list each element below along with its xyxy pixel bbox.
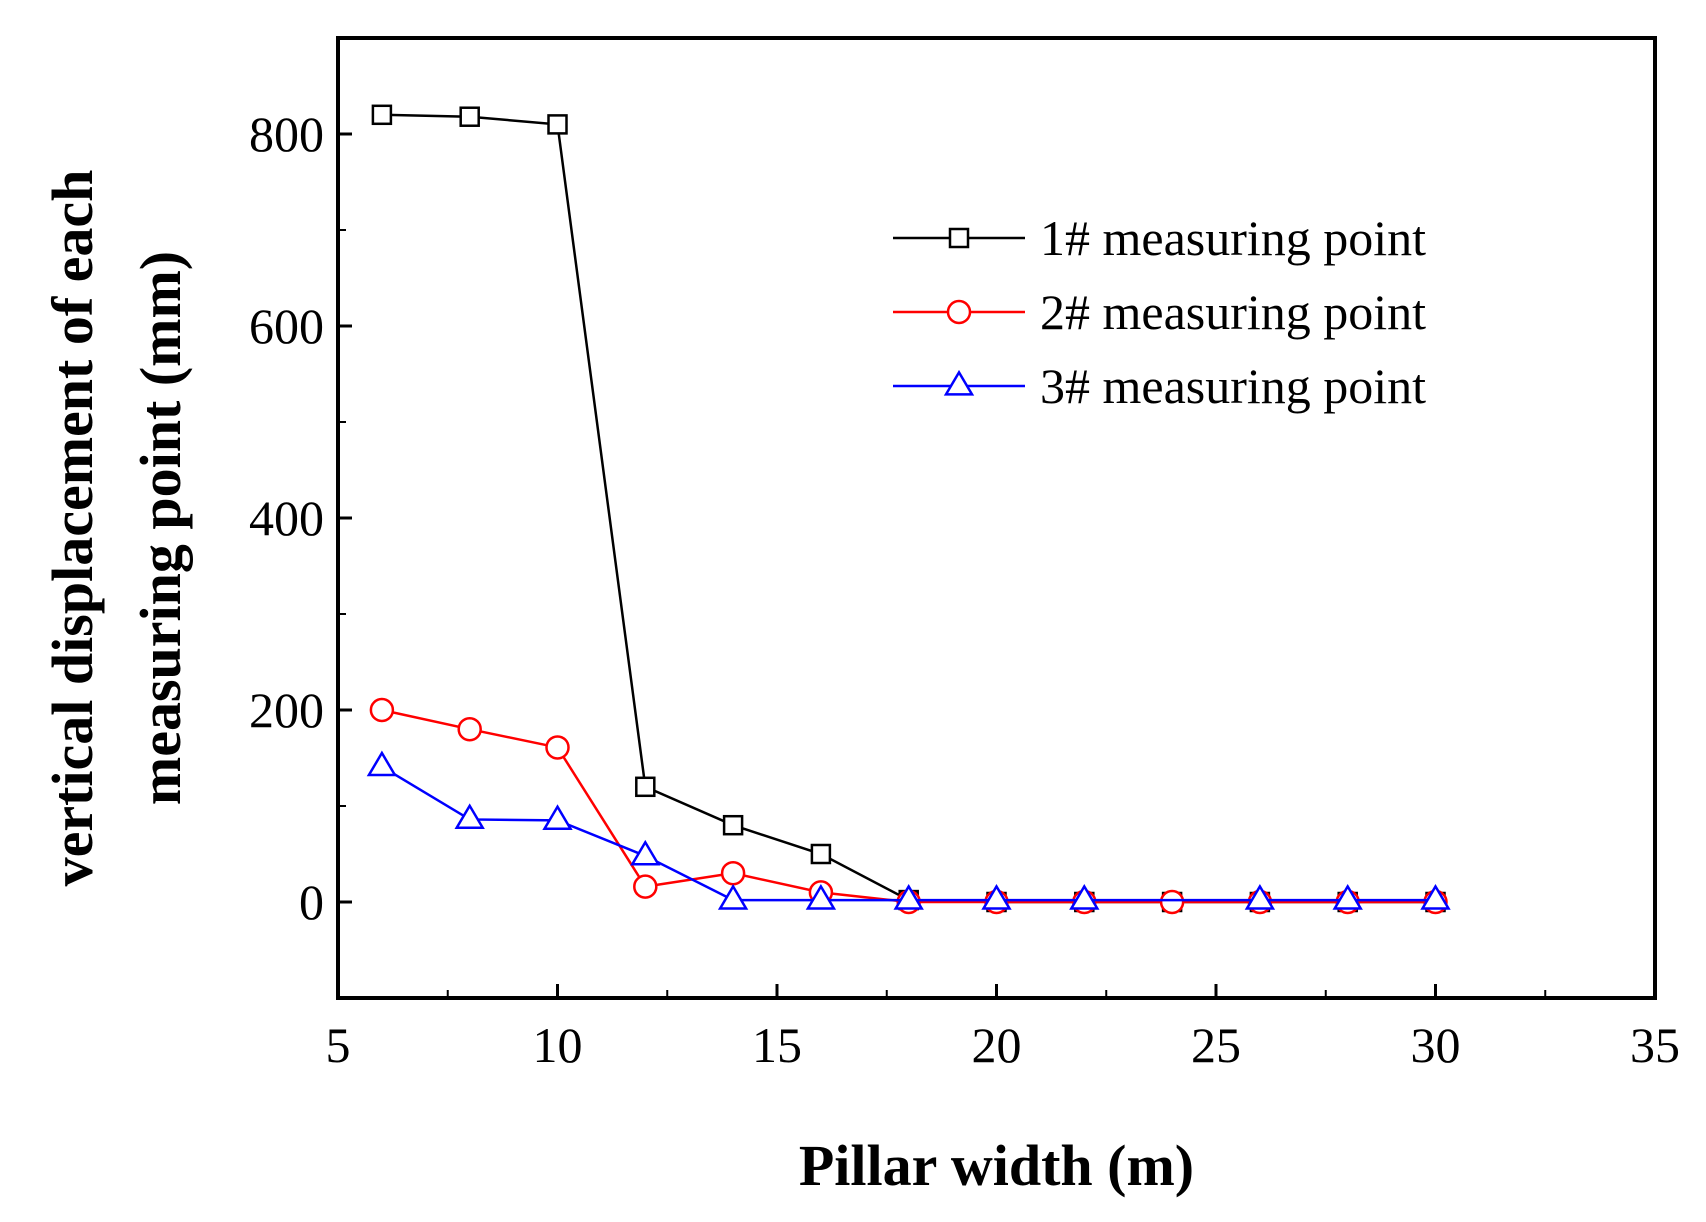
data-point-triangle: [542, 804, 573, 831]
series-line: [381, 765, 1436, 902]
x-axis-title: Pillar width (m): [799, 1133, 1194, 1198]
y-tick-label: 600: [249, 298, 324, 354]
data-point-circle: [545, 735, 570, 760]
data-point-circle: [633, 874, 658, 899]
y-tick-label: 0: [299, 874, 324, 930]
y-tick-label: 200: [249, 682, 324, 738]
data-point-triangle: [1244, 883, 1276, 910]
y-axis-title-line1: vertical displacement of each: [40, 170, 105, 887]
series-2: [369, 697, 1448, 915]
y-tick-label: 400: [249, 490, 324, 546]
data-point-triangle: [630, 839, 661, 866]
series-layer: [366, 104, 1451, 915]
data-point-triangle: [1420, 883, 1451, 910]
data-point-square: [371, 104, 393, 126]
data-point-triangle: [805, 883, 837, 910]
legend-label: 2# measuring point: [1040, 284, 1426, 340]
data-point-square: [810, 843, 832, 865]
x-tick-label: 20: [972, 1017, 1022, 1073]
plot-frame: [336, 36, 1657, 1000]
x-tick-label: 10: [533, 1017, 583, 1073]
legend-label: 3# measuring point: [1040, 358, 1426, 414]
data-point-circle: [946, 299, 972, 325]
series-line: [381, 708, 1436, 904]
data-point-triangle: [1332, 883, 1363, 910]
legend-item-1: 1# measuring point: [893, 210, 1426, 266]
x-tick-label: 15: [752, 1017, 802, 1073]
y-axis-title: vertical displacement of each measuring …: [40, 170, 193, 887]
data-point-square: [547, 114, 568, 135]
data-point-square: [635, 776, 656, 798]
x-tick-label: 5: [326, 1017, 351, 1073]
x-tick-label: 25: [1191, 1017, 1241, 1073]
y-tick-label: 800: [249, 106, 324, 162]
series-3: [366, 750, 1451, 910]
data-point-square: [722, 814, 744, 836]
data-point-circle: [457, 716, 482, 742]
data-point-triangle: [981, 883, 1012, 910]
data-point-triangle: [366, 750, 398, 777]
y-axis-title-line2: measuring point (mm): [128, 251, 193, 805]
data-point-square: [948, 227, 970, 249]
legend-item-2: 2# measuring point: [893, 284, 1426, 340]
data-point-triangle: [1069, 883, 1100, 910]
data-point-triangle: [454, 803, 485, 830]
legend: 1# measuring point 2# measuring point 3# m…: [893, 210, 1426, 414]
data-point-circle: [720, 860, 746, 886]
data-point-triangle: [893, 883, 924, 910]
ticks-layer: 5 10 15 20 25 30 35 0 200 400 600 800: [249, 106, 1680, 1073]
data-point-circle: [1159, 889, 1185, 915]
data-point-triangle: [943, 369, 975, 396]
x-tick-label: 35: [1630, 1017, 1680, 1073]
data-point-square: [459, 106, 480, 127]
data-point-circle: [369, 697, 395, 723]
data-point-triangle: [717, 883, 749, 910]
x-tick-label: 30: [1411, 1017, 1461, 1073]
legend-item-3: 3# measuring point: [893, 358, 1426, 414]
legend-label: 1# measuring point: [1040, 210, 1426, 266]
